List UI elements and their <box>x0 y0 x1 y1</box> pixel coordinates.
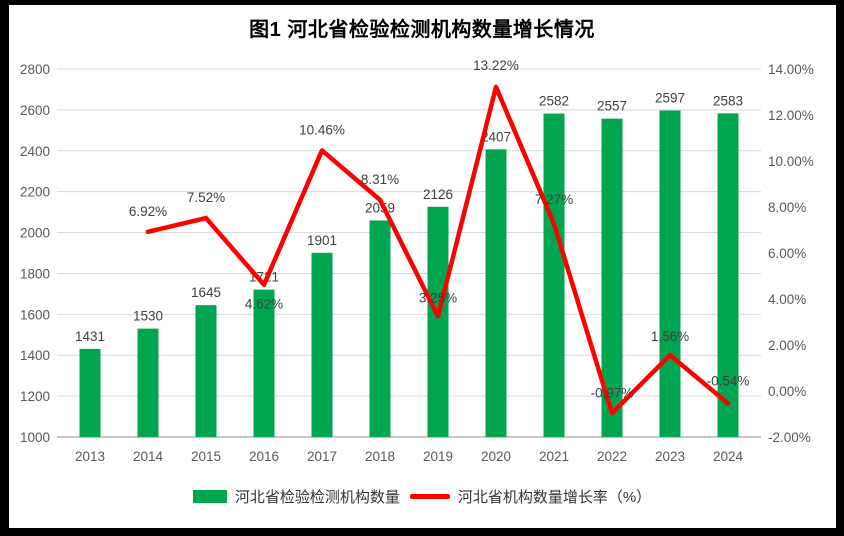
left-axis-tick-label: 1400 <box>20 348 50 363</box>
legend-label-line-series: 河北省机构数量增长率（%） <box>457 488 652 506</box>
left-axis-tick-label: 2000 <box>20 226 50 241</box>
left-axis-tick-label: 1000 <box>20 430 50 445</box>
legend-label-bar-series: 河北省检验检测机构数量 <box>234 488 400 506</box>
chart-legend: 河北省检验检测机构数量 河北省机构数量增长率（%） <box>0 483 844 509</box>
x-axis-tick-label: 2016 <box>249 449 279 464</box>
bar-label: 2407 <box>481 129 511 144</box>
left-axis-tick-label: 1200 <box>20 389 50 404</box>
line-label: 8.31% <box>361 172 399 187</box>
line-label: 3.25% <box>419 290 457 305</box>
bar-label: 2582 <box>539 94 569 109</box>
bar-label: 2126 <box>423 187 453 202</box>
line-label: 13.22% <box>473 58 519 73</box>
window-border-bottom <box>0 528 844 536</box>
right-axis-tick-label: 2.00% <box>768 338 806 353</box>
x-axis-tick-label: 2023 <box>655 449 685 464</box>
bar-2024 <box>717 113 739 437</box>
bar-2015 <box>195 305 217 437</box>
x-axis-tick-label: 2020 <box>481 449 511 464</box>
bar-2019 <box>427 206 449 437</box>
bar-label: 2583 <box>713 93 743 108</box>
legend-item-bar-series: 河北省检验检测机构数量 <box>192 486 400 507</box>
bar-2022 <box>601 118 623 438</box>
bar-2021 <box>543 113 565 438</box>
right-axis-tick-label: 14.00% <box>768 62 814 77</box>
legend-item-line-series: 河北省机构数量增长率（%） <box>409 486 652 507</box>
bar-2014 <box>137 328 159 437</box>
bar-2020 <box>485 149 507 437</box>
x-axis-tick-label: 2013 <box>75 449 105 464</box>
bar-series-swatch <box>192 489 227 503</box>
x-axis-tick-label: 2021 <box>539 449 569 464</box>
window-border-right <box>836 0 844 536</box>
line-label: 4.62% <box>245 297 283 312</box>
window-border-left <box>0 0 9 536</box>
bar-label: 1431 <box>75 329 105 344</box>
bar-label: 1645 <box>191 285 221 300</box>
line-label: -0.97% <box>591 385 634 400</box>
left-axis-tick-label: 1800 <box>20 266 50 281</box>
bar-label: 1530 <box>133 309 163 324</box>
bar-label: 2557 <box>597 99 627 114</box>
left-axis-tick-label: 2800 <box>20 62 50 77</box>
right-axis-tick-label: -2.00% <box>768 430 811 445</box>
window-border-top <box>0 0 844 5</box>
x-axis-tick-label: 2014 <box>133 449 164 464</box>
right-axis-tick-label: 0.00% <box>768 384 806 399</box>
chart-title: 图1 河北省检验检测机构数量增长情况 <box>249 19 595 41</box>
bar-2013 <box>79 348 101 437</box>
bar-2017 <box>311 252 333 437</box>
line-label: 7.27% <box>535 192 573 207</box>
growth-rate-line <box>145 84 731 416</box>
bar-2023 <box>659 110 681 437</box>
right-axis-tick-label: 4.00% <box>768 292 806 307</box>
left-axis-tick-label: 2600 <box>20 103 50 118</box>
right-axis-tick-label: 12.00% <box>768 108 814 123</box>
x-axis-tick-label: 2015 <box>191 449 221 464</box>
right-axis-tick-label: 8.00% <box>768 200 806 215</box>
right-axis-tick-label: 6.00% <box>768 246 806 261</box>
x-axis-tick-label: 2018 <box>365 449 395 464</box>
right-axis-tick-label: 10.00% <box>768 154 814 169</box>
bar-label: 2597 <box>655 91 685 106</box>
x-axis-tick-label: 2022 <box>597 449 627 464</box>
line-label: 10.46% <box>299 122 345 137</box>
left-axis-tick-label: 2400 <box>20 144 50 159</box>
bar-label: 1901 <box>307 233 337 248</box>
left-axis-tick-label: 1600 <box>20 307 50 322</box>
line-label: 6.92% <box>129 204 167 219</box>
line-label: 1.56% <box>651 329 689 344</box>
x-axis-tick-label: 2017 <box>307 449 337 464</box>
bar-2016 <box>253 289 275 437</box>
x-axis-tick-label: 2019 <box>423 449 453 464</box>
left-axis-tick-label: 2200 <box>20 185 50 200</box>
line-series-swatch <box>409 493 450 499</box>
bar-2018 <box>369 220 391 437</box>
x-axis-tick-label: 2024 <box>713 449 744 464</box>
line-label: -0.54% <box>707 373 750 388</box>
line-label: 7.52% <box>187 190 225 205</box>
